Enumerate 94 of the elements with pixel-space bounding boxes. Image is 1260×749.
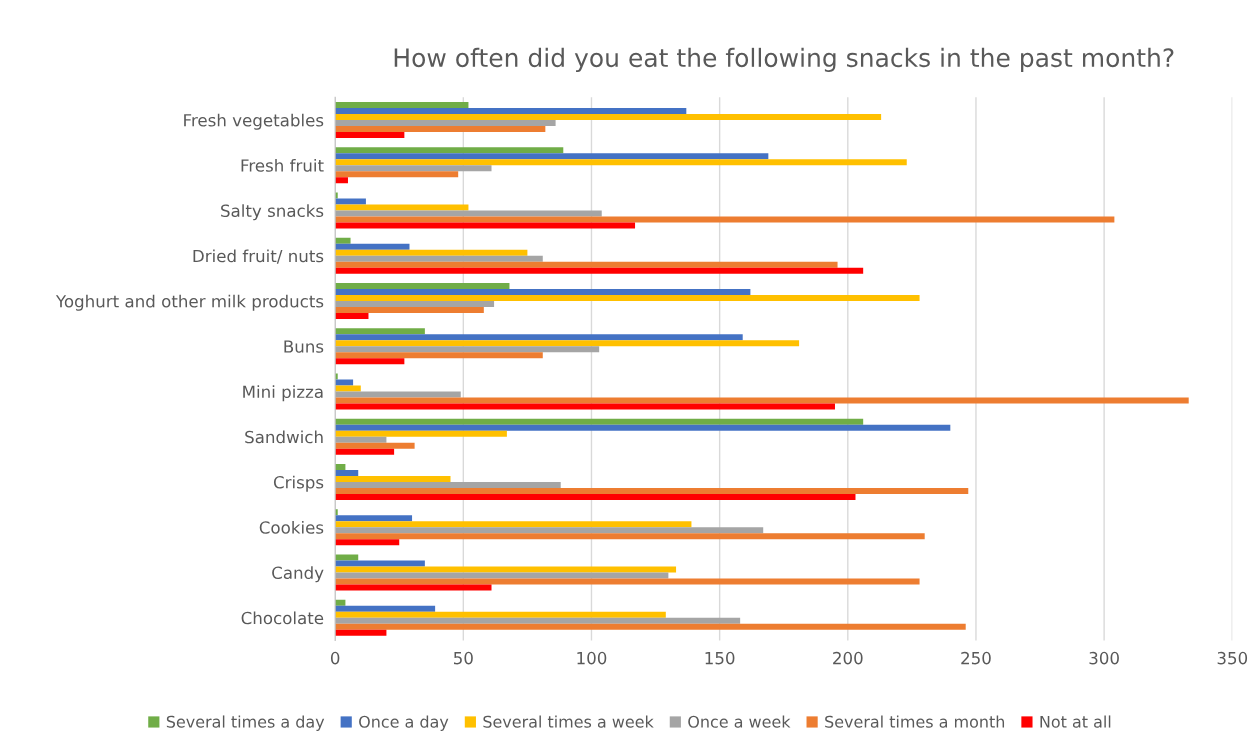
bar <box>335 346 600 353</box>
x-tick-label: 350 <box>1217 651 1248 665</box>
bar <box>335 533 925 540</box>
y-tick-label: Candy <box>272 566 324 583</box>
bar <box>335 605 436 612</box>
bar <box>335 385 361 392</box>
bar <box>335 288 751 295</box>
bar <box>335 623 966 630</box>
y-tick-label: Cookies <box>259 520 324 534</box>
bar <box>335 539 400 546</box>
bar <box>335 267 864 274</box>
bar <box>335 237 351 244</box>
bar <box>335 261 838 268</box>
bar <box>335 578 920 585</box>
x-tick-label: 200 <box>833 651 863 665</box>
bar <box>335 328 425 335</box>
bar <box>335 418 864 425</box>
y-tick-label: Dried fruit/ nuts <box>193 249 324 264</box>
bar <box>335 204 469 211</box>
bar <box>335 617 741 624</box>
bar <box>335 358 405 365</box>
y-tick-label: Buns <box>284 340 324 353</box>
bar <box>335 584 492 591</box>
bar <box>335 101 469 108</box>
x-tick-label: 250 <box>961 651 991 665</box>
bar <box>335 403 835 410</box>
bar <box>335 171 459 178</box>
bar <box>335 515 413 522</box>
bar <box>335 334 743 341</box>
bar <box>335 391 461 398</box>
bar <box>335 469 359 476</box>
bar <box>335 153 769 160</box>
y-tick-label: Sandwich <box>245 430 323 444</box>
x-tick-label: 150 <box>705 651 735 665</box>
y-tick-label: Yoghurt and other milk products <box>55 294 324 311</box>
bar <box>335 147 564 154</box>
bar <box>335 198 366 205</box>
bar <box>335 216 1115 223</box>
x-tick-label: 100 <box>577 651 607 665</box>
bar <box>335 313 369 320</box>
bar <box>335 475 451 483</box>
y-tick-label: Salty snacks <box>221 204 324 221</box>
legend-label: Not at all <box>1040 715 1111 728</box>
bar <box>335 177 348 184</box>
bar <box>335 159 907 166</box>
bar <box>335 397 1189 404</box>
bar <box>335 210 602 217</box>
bar <box>335 448 395 455</box>
y-tick-label: Mini pizza <box>243 385 323 402</box>
x-tick-label: 300 <box>1089 651 1119 665</box>
bar <box>335 120 556 127</box>
bar <box>335 611 666 618</box>
bar <box>335 222 636 229</box>
bar <box>335 301 495 308</box>
bar <box>335 294 920 301</box>
y-tick-label: Fresh fruit <box>241 158 324 172</box>
bar <box>335 436 387 443</box>
legend-label: Several times a month <box>825 715 1005 728</box>
bar <box>335 307 484 314</box>
legend-label: Several times a day <box>166 715 325 731</box>
bar <box>335 560 425 567</box>
bar <box>335 126 546 133</box>
bar <box>335 249 528 256</box>
bar <box>335 132 405 139</box>
legend-label: Several times a week <box>483 715 654 728</box>
bar <box>335 282 510 289</box>
bar <box>335 340 800 347</box>
bar <box>335 255 543 262</box>
bar <box>335 629 387 636</box>
bar <box>335 494 856 501</box>
bar <box>335 113 882 120</box>
legend-label: Once a week <box>688 715 791 728</box>
bar <box>335 521 692 528</box>
bar <box>335 165 492 172</box>
bar <box>335 488 969 495</box>
bar <box>335 430 507 437</box>
bar <box>335 243 410 250</box>
bar <box>335 379 354 386</box>
bar <box>335 572 669 579</box>
bar <box>335 107 687 114</box>
bar <box>335 442 415 449</box>
bar <box>335 554 359 561</box>
bar <box>335 424 951 431</box>
x-tick-label: 50 <box>454 651 473 665</box>
bar <box>335 566 677 573</box>
y-tick-label: Fresh vegetables <box>184 113 324 130</box>
legend-label: Once a day <box>359 715 449 731</box>
bar <box>335 482 561 489</box>
y-tick-label: Crisps <box>273 475 324 492</box>
bar <box>335 352 543 359</box>
bar <box>335 527 764 534</box>
x-tick-label: 0 <box>330 651 340 665</box>
y-tick-label: Chocolate <box>241 611 324 625</box>
chart-title: How often did you eat the following snacks in the past month? <box>394 47 1174 73</box>
